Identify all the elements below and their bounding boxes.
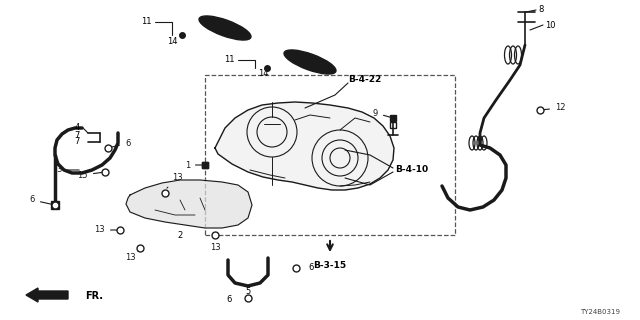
Text: 13: 13: [167, 173, 182, 188]
Text: 7: 7: [75, 138, 80, 147]
Ellipse shape: [199, 16, 251, 40]
FancyArrow shape: [26, 288, 68, 302]
Bar: [205, 75, 455, 235]
Text: 14: 14: [167, 36, 177, 45]
Text: 2: 2: [177, 230, 182, 239]
Text: 14: 14: [258, 68, 269, 77]
Text: 8: 8: [538, 5, 543, 14]
Polygon shape: [126, 180, 252, 228]
Text: 13: 13: [94, 226, 117, 235]
Text: 12: 12: [543, 103, 566, 113]
Text: 6: 6: [308, 263, 314, 273]
Text: TY24B0319: TY24B0319: [580, 309, 620, 315]
Text: 6: 6: [227, 295, 232, 305]
Text: 15: 15: [77, 171, 102, 180]
Text: 13: 13: [210, 238, 220, 252]
Text: FR.: FR.: [85, 291, 103, 301]
Text: B-4-10: B-4-10: [395, 165, 428, 174]
Text: 5: 5: [245, 287, 251, 297]
Text: 4: 4: [75, 124, 80, 132]
Text: 11: 11: [141, 18, 152, 27]
Text: 11: 11: [225, 55, 235, 65]
Text: B-3-15: B-3-15: [314, 260, 347, 269]
Polygon shape: [215, 102, 394, 190]
Text: 7: 7: [75, 131, 80, 140]
Text: 6: 6: [111, 139, 131, 148]
Text: 1: 1: [185, 161, 202, 170]
Text: 13: 13: [125, 250, 140, 262]
Text: 6: 6: [29, 196, 52, 204]
Text: 3: 3: [56, 165, 79, 174]
Ellipse shape: [284, 50, 336, 74]
Text: B-4-22: B-4-22: [348, 76, 381, 84]
Text: 10: 10: [545, 20, 556, 29]
Text: 9: 9: [372, 108, 390, 117]
